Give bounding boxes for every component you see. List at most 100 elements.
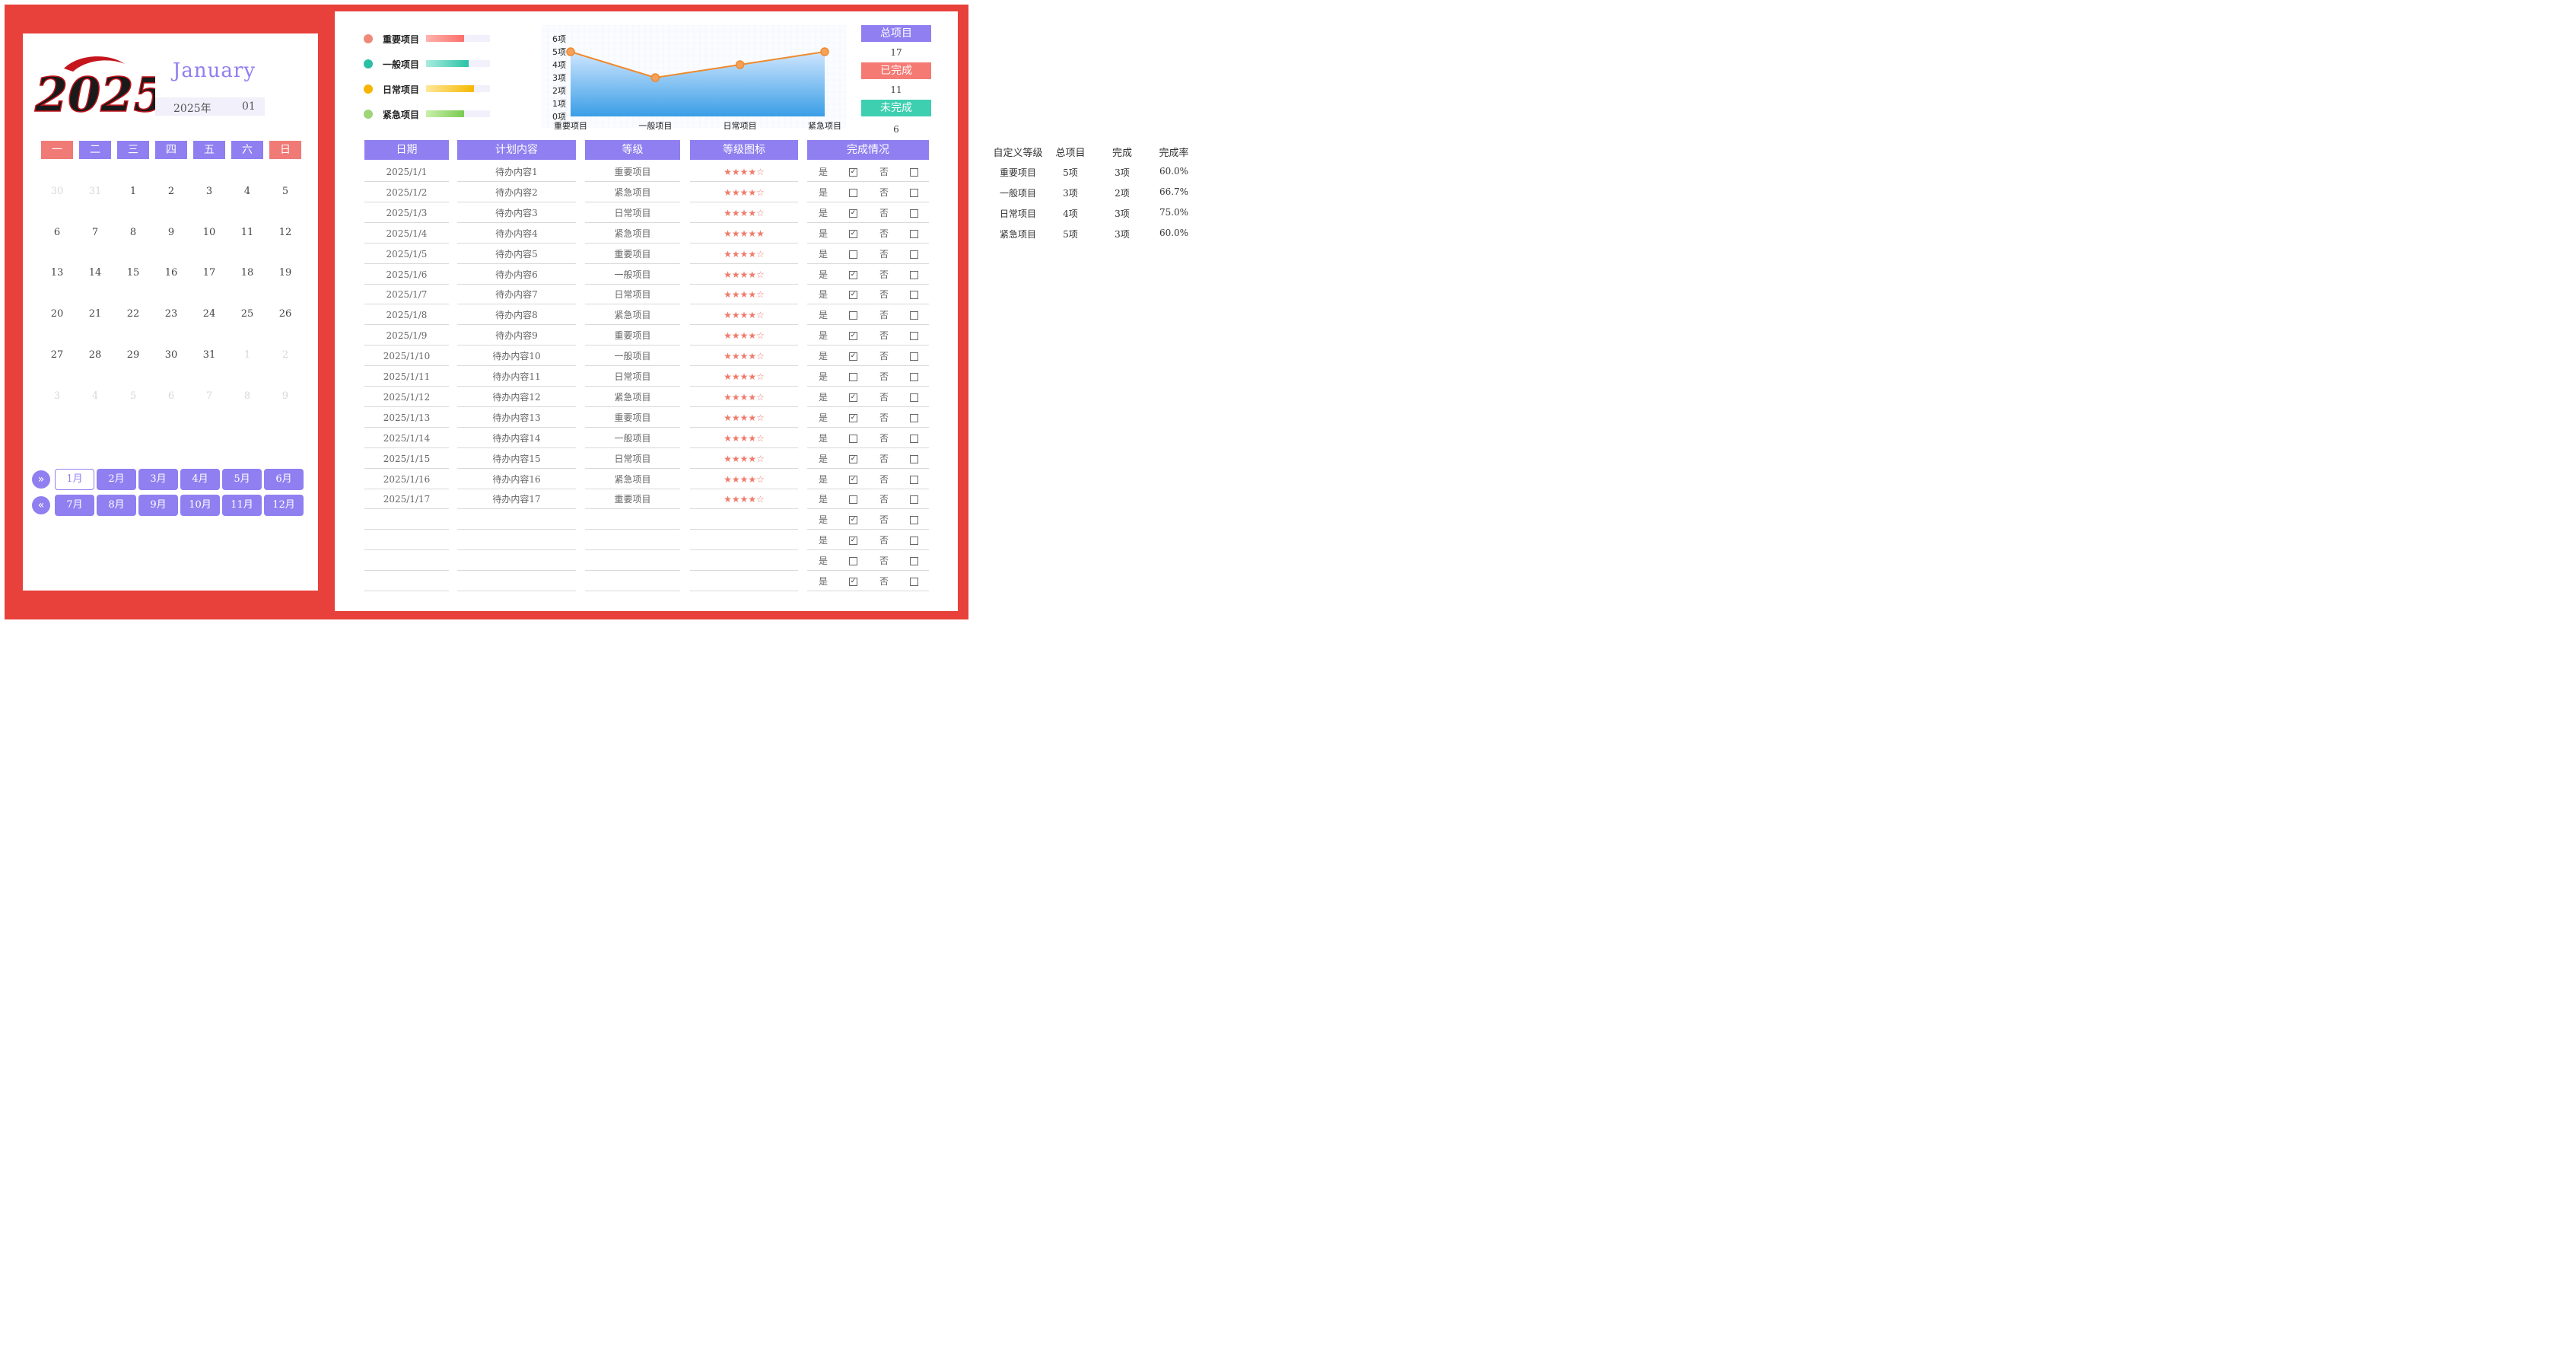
calendar-day[interactable]: 22 [126,308,140,320]
no-checkbox[interactable] [910,352,918,361]
calendar-day[interactable]: 1 [243,349,251,361]
yes-checkbox[interactable]: ✓ [849,413,857,422]
next-arrow-icon[interactable]: » [32,470,50,489]
yes-checkbox[interactable]: ✓ [849,578,857,586]
calendar-day[interactable]: 11 [240,226,254,238]
calendar-day[interactable]: 28 [88,349,102,361]
month-button-8月[interactable]: 8月 [97,495,136,516]
no-checkbox[interactable] [910,250,918,259]
yes-checkbox[interactable]: ✓ [849,516,857,525]
calendar-day[interactable]: 31 [202,349,216,361]
yes-checkbox[interactable] [849,495,857,505]
yes-checkbox[interactable] [849,250,857,259]
calendar-day[interactable]: 30 [164,349,178,361]
no-checkbox[interactable] [910,311,918,320]
no-checkbox[interactable] [910,475,918,484]
yes-checkbox[interactable] [849,373,857,381]
calendar-day[interactable]: 10 [202,226,216,238]
yes-checkbox[interactable] [849,188,857,197]
yes-checkbox[interactable]: ✓ [849,537,857,546]
yes-checkbox[interactable] [849,311,857,320]
month-button-12月[interactable]: 12月 [264,495,304,516]
yes-checkbox[interactable]: ✓ [849,291,857,300]
calendar-day[interactable]: 23 [164,308,178,320]
month-button-7月[interactable]: 7月 [55,495,94,516]
calendar-day[interactable]: 21 [88,308,102,320]
no-checkbox[interactable] [910,495,918,505]
calendar-day[interactable]: 13 [50,267,64,279]
yes-checkbox[interactable]: ✓ [849,209,857,218]
no-checkbox[interactable] [910,537,918,546]
yes-checkbox[interactable] [849,434,857,443]
calendar-day[interactable]: 17 [202,267,216,279]
calendar-day[interactable]: 19 [278,267,292,279]
calendar-day[interactable]: 2 [281,349,289,361]
no-checkbox[interactable] [910,454,918,463]
month-button-9月[interactable]: 9月 [138,495,178,516]
calendar-day[interactable]: 3 [205,186,213,197]
yes-checkbox[interactable]: ✓ [849,229,857,238]
month-button-3月[interactable]: 3月 [138,469,178,490]
no-checkbox[interactable] [910,270,918,279]
calendar-day[interactable]: 8 [243,390,251,402]
no-checkbox[interactable] [910,332,918,341]
yes-checkbox[interactable]: ✓ [849,393,857,402]
prev-arrow-icon[interactable]: « [32,496,50,514]
calendar-day[interactable]: 1 [129,186,137,197]
calendar-day[interactable]: 9 [167,226,175,238]
yes-checkbox[interactable] [849,557,857,566]
calendar-day[interactable]: 9 [281,390,289,402]
month-button-4月[interactable]: 4月 [180,469,220,490]
calendar-day[interactable]: 7 [91,226,99,238]
calendar-day[interactable]: 16 [164,267,178,279]
no-checkbox[interactable] [910,516,918,525]
yes-checkbox[interactable]: ✓ [849,270,857,279]
month-button-11月[interactable]: 11月 [222,495,262,516]
calendar-day[interactable]: 7 [205,390,213,402]
calendar-day[interactable]: 18 [240,267,254,279]
no-checkbox[interactable] [910,578,918,586]
calendar-day[interactable]: 26 [278,308,292,320]
calendar-day[interactable]: 2 [167,186,175,197]
no-checkbox[interactable] [910,291,918,300]
no-checkbox[interactable] [910,413,918,422]
calendar-day[interactable]: 20 [50,308,64,320]
calendar-day[interactable]: 24 [202,308,216,320]
yes-checkbox[interactable]: ✓ [849,475,857,484]
month-button-5月[interactable]: 5月 [222,469,262,490]
calendar-day[interactable]: 4 [91,390,99,402]
calendar-day[interactable]: 30 [50,186,64,197]
calendar-day[interactable]: 27 [50,349,64,361]
content-cell: 待办内容11 [457,367,576,387]
calendar-day[interactable]: 6 [167,390,175,402]
calendar-day[interactable]: 3 [53,390,61,402]
no-checkbox[interactable] [910,209,918,218]
no-checkbox[interactable] [910,393,918,402]
calendar-day[interactable]: 25 [240,308,254,320]
calendar-day[interactable]: 5 [129,390,137,402]
yes-checkbox[interactable]: ✓ [849,454,857,463]
no-checkbox[interactable] [910,188,918,197]
no-checkbox[interactable] [910,229,918,238]
no-checkbox[interactable] [910,557,918,566]
no-checkbox[interactable] [910,373,918,381]
calendar-day[interactable]: 31 [88,186,102,197]
calendar-day[interactable]: 8 [129,226,137,238]
no-label: 否 [879,289,889,301]
calendar-day[interactable]: 29 [126,349,140,361]
calendar-day[interactable]: 12 [278,226,292,238]
calendar-day[interactable]: 4 [243,186,251,197]
month-button-1月[interactable]: 1月 [55,469,94,490]
calendar-day[interactable]: 5 [281,186,289,197]
month-button-2月[interactable]: 2月 [97,469,136,490]
no-checkbox[interactable] [910,168,918,177]
calendar-day[interactable]: 15 [126,267,140,279]
calendar-day[interactable]: 6 [53,226,61,238]
month-button-10月[interactable]: 10月 [180,495,220,516]
yes-checkbox[interactable]: ✓ [849,168,857,177]
yes-checkbox[interactable]: ✓ [849,332,857,341]
yes-checkbox[interactable]: ✓ [849,352,857,361]
calendar-day[interactable]: 14 [88,267,102,279]
month-button-6月[interactable]: 6月 [264,469,304,490]
no-checkbox[interactable] [910,434,918,443]
